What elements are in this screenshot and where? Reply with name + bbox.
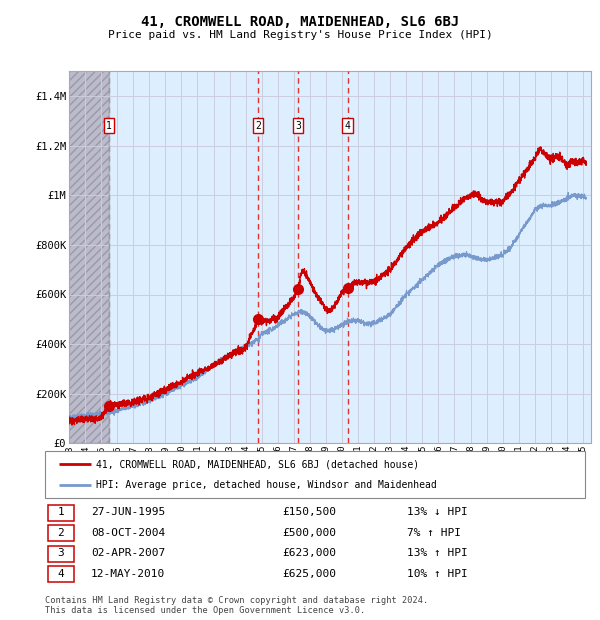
Text: £150,500: £150,500 bbox=[283, 507, 337, 518]
Text: HPI: Average price, detached house, Windsor and Maidenhead: HPI: Average price, detached house, Wind… bbox=[96, 480, 437, 490]
Text: 4: 4 bbox=[345, 121, 351, 131]
Text: 1: 1 bbox=[106, 121, 112, 131]
Text: 10% ↑ HPI: 10% ↑ HPI bbox=[407, 569, 467, 579]
Text: 1: 1 bbox=[57, 507, 64, 518]
Text: 4: 4 bbox=[57, 569, 64, 579]
Bar bbox=[69, 71, 109, 443]
Text: 13% ↓ HPI: 13% ↓ HPI bbox=[407, 507, 467, 518]
Text: 41, CROMWELL ROAD, MAIDENHEAD, SL6 6BJ: 41, CROMWELL ROAD, MAIDENHEAD, SL6 6BJ bbox=[141, 16, 459, 30]
Text: 2: 2 bbox=[57, 528, 64, 538]
Text: £623,000: £623,000 bbox=[283, 549, 337, 559]
Text: 3: 3 bbox=[295, 121, 301, 131]
FancyBboxPatch shape bbox=[48, 525, 74, 541]
Text: 12-MAY-2010: 12-MAY-2010 bbox=[91, 569, 165, 579]
Text: 7% ↑ HPI: 7% ↑ HPI bbox=[407, 528, 461, 538]
Text: 3: 3 bbox=[57, 549, 64, 559]
FancyBboxPatch shape bbox=[45, 451, 585, 498]
Text: This data is licensed under the Open Government Licence v3.0.: This data is licensed under the Open Gov… bbox=[45, 606, 365, 616]
Text: 08-OCT-2004: 08-OCT-2004 bbox=[91, 528, 165, 538]
FancyBboxPatch shape bbox=[48, 505, 74, 521]
Text: £500,000: £500,000 bbox=[283, 528, 337, 538]
Text: £625,000: £625,000 bbox=[283, 569, 337, 579]
FancyBboxPatch shape bbox=[48, 567, 74, 582]
Text: 2: 2 bbox=[255, 121, 261, 131]
Text: Contains HM Land Registry data © Crown copyright and database right 2024.: Contains HM Land Registry data © Crown c… bbox=[45, 596, 428, 606]
Text: 02-APR-2007: 02-APR-2007 bbox=[91, 549, 165, 559]
Text: 13% ↑ HPI: 13% ↑ HPI bbox=[407, 549, 467, 559]
Text: 41, CROMWELL ROAD, MAIDENHEAD, SL6 6BJ (detached house): 41, CROMWELL ROAD, MAIDENHEAD, SL6 6BJ (… bbox=[96, 459, 419, 469]
Text: Price paid vs. HM Land Registry's House Price Index (HPI): Price paid vs. HM Land Registry's House … bbox=[107, 30, 493, 40]
Text: 27-JUN-1995: 27-JUN-1995 bbox=[91, 507, 165, 518]
FancyBboxPatch shape bbox=[48, 546, 74, 562]
